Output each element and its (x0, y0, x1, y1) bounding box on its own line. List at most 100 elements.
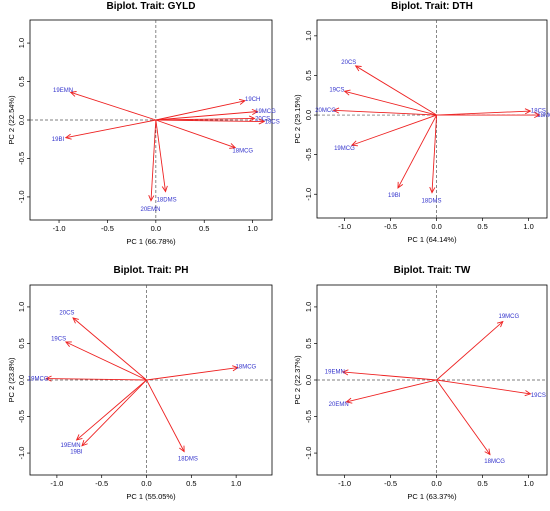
vector-arrowhead-19cs (343, 89, 351, 96)
y-tick-label: -1.0 (304, 188, 313, 201)
vector-arrowhead-18cs (258, 118, 266, 125)
vector-arrowhead-19mcg (350, 140, 358, 147)
vector-label-18dms: 18DMS (178, 457, 198, 463)
vector-arrow-18dms (155, 119, 166, 192)
biplot-panel-4: Biplot. Trait: TW -1.0 -0.5 0.0 0.5 1.0 -1.0 -0… (293, 265, 548, 501)
vector-label-19cs: 19CS (531, 393, 546, 399)
y-tick-label: 1.0 (17, 38, 26, 48)
vector-label-19bi: 19BI (70, 449, 83, 455)
vector-arrowhead-19emn (341, 369, 349, 376)
vector-label-18mcg: 18MCG (537, 113, 550, 119)
y-tick-label: 0.0 (17, 375, 26, 385)
vector-arrow-19emn (76, 379, 147, 441)
x-tick-label: 1.0 (523, 479, 533, 488)
vector-label-19bi: 19BI (388, 193, 401, 199)
vector-arrow-18cs (155, 119, 265, 122)
vector-label-19mcg: 19MCG (334, 146, 355, 152)
vector-arrowhead-18mcg (534, 112, 541, 119)
vector-arrowhead-18mcg (484, 448, 491, 456)
vector-arrowhead-18mcg (232, 365, 239, 372)
y-axis-title: PC 2 (22.54%) (7, 95, 16, 145)
x-tick-label: -1.0 (338, 479, 351, 488)
x-tick-label: 0.5 (477, 222, 487, 231)
vector-label-20cs: 20CS (255, 116, 270, 122)
vector-arrowhead-19emn (69, 91, 77, 97)
vector-arrow-19bi (65, 119, 156, 139)
vector-arrowhead-19mcg (496, 320, 504, 328)
vector-arrow-19cs (436, 379, 531, 395)
x-tick-label: 0.0 (141, 479, 151, 488)
y-tick-label: 0.5 (304, 338, 313, 348)
x-tick-label: 0.0 (151, 224, 161, 233)
vector-arrowhead-18cs (524, 108, 532, 115)
y-tick-label: 1.0 (304, 302, 313, 312)
x-axis-title: PC 1 (55.05%) (126, 492, 176, 501)
vector-label-18mcg: 18MCG (236, 364, 257, 370)
vector-arrowhead-18dms (429, 186, 436, 194)
x-tick-label: 1.0 (247, 224, 257, 233)
y-tick-label: 0.5 (17, 338, 26, 348)
vector-arrow-19mcg (155, 111, 258, 121)
vector-arrowhead-20emn (345, 397, 353, 404)
x-tick-label: -1.0 (53, 224, 66, 233)
vector-arrow-18mcg (155, 119, 236, 149)
y-tick-label: -1.0 (17, 190, 26, 203)
vector-arrowhead-19cs (64, 341, 72, 347)
vector-arrowhead-19bi (397, 181, 404, 189)
y-tick-label: 0.0 (304, 375, 313, 385)
vector-arrow-19emn (342, 371, 437, 381)
vector-label-18cs: 18CS (531, 109, 546, 115)
biplot-panel-2: Biplot. Trait: DTH -1.0 -0.5 0.0 0.5 1.0 -1.0 -… (293, 1, 550, 244)
vector-arrowhead-18dms (179, 445, 185, 453)
x-tick-label: 1.0 (231, 479, 241, 488)
y-axis-title: PC 2 (22.37%) (293, 355, 302, 405)
chart-title: Biplot. Trait: DTH (391, 1, 473, 12)
vector-label-20emn: 20EMN (141, 207, 161, 213)
x-tick-label: 0.5 (477, 479, 487, 488)
vector-arrow-19cs (344, 90, 437, 116)
vector-arrowhead-19emn (75, 434, 83, 441)
x-tick-label: 0.5 (186, 479, 196, 488)
y-tick-label: -1.0 (304, 447, 313, 460)
vector-arrow-18dms (146, 379, 185, 452)
y-tick-label: -0.5 (304, 148, 313, 161)
biplot-panel-3: Biplot. Trait: PH -1.0 -0.5 0.0 0.5 1.0 -1.0 -0… (7, 265, 273, 501)
vector-arrowhead-20mcg (332, 107, 340, 114)
vector-label-18cs: 18CS (265, 120, 280, 126)
y-tick-label: -0.5 (304, 410, 313, 423)
x-axis-title: PC 1 (64.14%) (407, 235, 457, 244)
vector-label-19mcg: 19MCG (255, 109, 276, 115)
vector-label-19bi: 19BI (52, 137, 65, 143)
chart-title: Biplot. Trait: GYLD (107, 1, 196, 12)
vector-label-20cs: 20CS (341, 60, 356, 66)
y-tick-label: -0.5 (17, 152, 26, 165)
x-tick-label: 0.5 (199, 224, 209, 233)
vector-label-18dms: 18DMS (157, 197, 177, 203)
vector-label-20mcg: 20MCG (315, 108, 336, 114)
x-tick-label: -0.5 (95, 479, 108, 488)
vector-arrowhead-19bi (64, 133, 72, 140)
plot-frame (316, 19, 548, 219)
vector-label-20emn: 20EMN (329, 402, 349, 408)
vector-arrowhead-19bi (81, 439, 88, 447)
vector-label-19cs: 19CS (51, 337, 66, 343)
vector-arrow-20cs (355, 65, 437, 116)
vector-arrow-19mcg (46, 378, 147, 381)
x-axis-title: PC 1 (63.37%) (407, 492, 457, 501)
vector-label-19emn: 19EMN (61, 443, 81, 449)
y-tick-label: 0.0 (17, 115, 26, 125)
x-tick-label: -1.0 (50, 479, 63, 488)
x-axis-title: PC 1 (66.78%) (126, 237, 176, 246)
y-axis-title: PC 2 (23.8%) (7, 357, 16, 403)
vector-label-18dms: 18DMS (422, 199, 442, 205)
vector-arrowhead-19mcg (45, 375, 52, 382)
vector-arrow-20emn (346, 379, 437, 403)
vector-arrow-20cs (155, 118, 255, 121)
vector-arrow-19ch (155, 100, 245, 121)
vector-arrowhead-20cs (354, 65, 362, 72)
y-tick-label: 1.0 (17, 302, 26, 312)
x-tick-label: 1.0 (523, 222, 533, 231)
y-tick-label: -0.5 (17, 410, 26, 423)
vector-arrow-20cs (72, 317, 147, 381)
